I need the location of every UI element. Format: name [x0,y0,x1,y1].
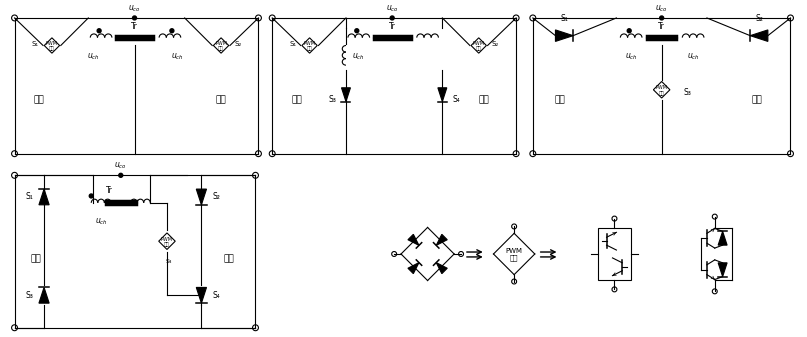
Text: S₂: S₂ [755,14,763,23]
Bar [598,228,631,280]
Circle shape [391,16,394,20]
Text: 开关: 开关 [49,47,55,52]
Polygon shape [196,287,207,303]
Circle shape [627,29,631,33]
Text: 输出: 输出 [479,95,489,104]
Text: $u_{ch}$: $u_{ch}$ [171,52,184,62]
Text: 开关: 开关 [164,242,169,247]
Polygon shape [39,287,49,303]
Text: S₃: S₃ [684,88,691,97]
Text: 开关: 开关 [476,47,482,52]
Text: S₃: S₃ [328,95,337,104]
Text: 输出: 输出 [215,95,227,104]
Text: S₁: S₁ [31,40,39,47]
Text: Tr: Tr [389,22,395,31]
Text: 开关: 开关 [218,47,224,52]
Polygon shape [718,263,727,277]
Text: $u_{co}$: $u_{co}$ [386,3,399,14]
Text: 输出: 输出 [751,95,763,104]
Polygon shape [438,88,447,101]
Text: $u_{ch}$: $u_{ch}$ [687,52,700,62]
Text: $u_{ch}$: $u_{ch}$ [94,217,107,227]
Polygon shape [341,88,350,101]
Text: 输入: 输入 [31,254,41,264]
Text: S₃: S₃ [25,291,33,300]
Polygon shape [437,263,447,274]
Text: $u_{ch}$: $u_{ch}$ [353,52,365,62]
Polygon shape [437,234,447,245]
Polygon shape [408,263,419,274]
Text: S₃: S₃ [165,259,172,264]
Text: Tr: Tr [106,186,112,195]
Circle shape [170,29,174,33]
Text: 输出: 输出 [224,254,234,264]
Text: 输入: 输入 [34,95,44,104]
Text: PWM: PWM [215,41,227,46]
Text: S₄: S₄ [452,95,460,104]
Text: $u_{co}$: $u_{co}$ [655,3,668,14]
Text: S₂: S₂ [491,40,499,47]
Text: 输入: 输入 [291,95,302,104]
Text: S₁: S₁ [289,40,296,47]
Text: S₂: S₂ [234,40,241,47]
Polygon shape [196,189,207,205]
Text: S₄: S₄ [212,291,220,300]
Circle shape [659,16,663,20]
Text: $u_{co}$: $u_{co}$ [128,3,141,14]
Text: 输入: 输入 [555,95,566,104]
Circle shape [97,29,101,33]
Text: PWM: PWM [506,248,523,254]
Polygon shape [555,30,573,41]
Text: S₁: S₁ [560,14,568,23]
Text: PWM: PWM [655,85,667,90]
Circle shape [90,194,94,198]
Circle shape [132,16,136,20]
Polygon shape [408,234,419,245]
Text: S₂: S₂ [212,192,220,202]
Text: PWM: PWM [161,237,173,242]
Text: PWM: PWM [303,41,316,46]
Text: $u_{ch}$: $u_{ch}$ [87,52,99,62]
Text: PWM: PWM [46,41,58,46]
Text: 开关: 开关 [659,91,664,96]
Text: $u_{ch}$: $u_{ch}$ [625,52,638,62]
Circle shape [119,173,123,177]
Polygon shape [751,30,768,41]
Text: PWM: PWM [473,41,485,46]
Polygon shape [39,189,49,205]
Polygon shape [718,232,727,245]
Text: Tr: Tr [132,22,138,31]
Circle shape [355,29,359,33]
Text: 开关: 开关 [510,255,518,261]
Text: S₁: S₁ [26,192,33,202]
Text: $u_{co}$: $u_{co}$ [115,161,128,172]
Text: Tr: Tr [659,22,665,31]
Text: 开关: 开关 [307,47,312,52]
